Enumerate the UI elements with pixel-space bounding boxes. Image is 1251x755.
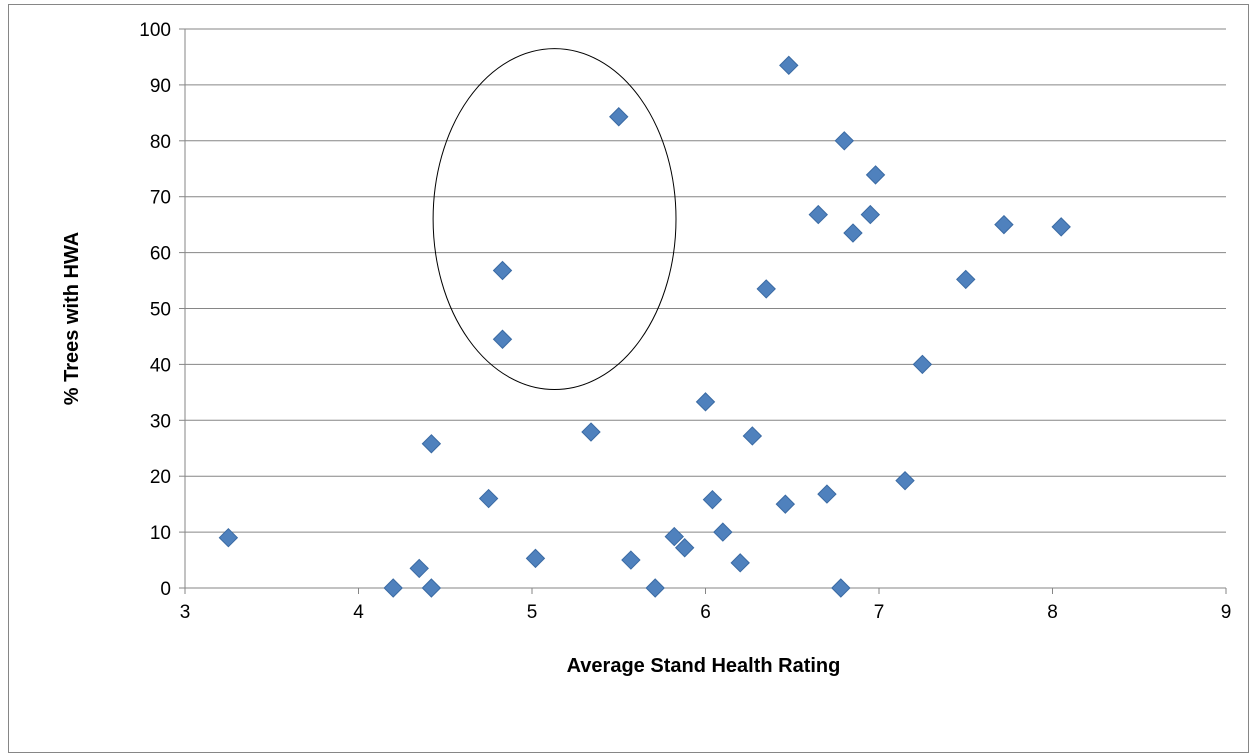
annotation-ellipse — [432, 48, 677, 391]
data-point — [756, 279, 776, 299]
data-point — [817, 484, 837, 504]
y-tick-label: 70 — [150, 188, 171, 209]
data-point — [645, 578, 665, 598]
data-point — [621, 550, 641, 570]
data-point — [808, 204, 828, 225]
data-point — [1051, 217, 1071, 237]
data-point — [895, 470, 915, 491]
y-tick-label: 20 — [150, 467, 171, 488]
data-point — [834, 131, 855, 151]
y-tick-label: 40 — [150, 355, 171, 376]
y-tick-label: 30 — [150, 411, 171, 432]
y-axis-title: % Trees with HWA — [61, 232, 83, 405]
data-point — [912, 354, 933, 375]
data-point — [478, 488, 499, 509]
x-tick-label: 5 — [527, 602, 538, 623]
data-point — [956, 269, 976, 290]
data-point — [674, 538, 695, 558]
data-point — [843, 223, 863, 243]
x-tick-label: 4 — [353, 602, 364, 623]
data-point — [994, 214, 1014, 235]
axes — [179, 28, 1227, 594]
y-tick-label: 10 — [150, 523, 171, 544]
data-point — [492, 329, 513, 349]
data-point — [218, 527, 239, 548]
x-tick-label: 8 — [1047, 602, 1058, 623]
data-point — [775, 494, 796, 514]
data-point — [664, 526, 684, 547]
data-point — [421, 578, 442, 598]
data-point — [409, 558, 429, 579]
data-point — [525, 548, 546, 569]
data-point — [713, 522, 733, 542]
data-point — [702, 489, 723, 510]
y-tick-label: 60 — [150, 244, 171, 265]
x-tick-labels: 3 4 5 6 7 8 9 — [180, 602, 1232, 623]
x-tick-label: 7 — [874, 602, 885, 623]
data-point — [831, 578, 851, 598]
x-axis-title: Average Stand Health Rating — [567, 655, 841, 677]
x-tick-label: 6 — [700, 602, 711, 623]
y-tick-label: 0 — [160, 579, 171, 600]
chart-frame — [8, 4, 1249, 753]
y-tick-label: 80 — [150, 132, 171, 153]
data-point — [860, 204, 881, 225]
data-point — [730, 553, 750, 573]
y-tick-labels: 0 10 20 30 40 50 60 70 80 90 100 — [139, 20, 171, 600]
y-tick-label: 50 — [150, 300, 171, 321]
data-point — [492, 260, 513, 281]
annotations — [432, 48, 677, 391]
data-points — [218, 55, 1071, 598]
data-point — [695, 392, 716, 412]
data-point — [865, 165, 886, 185]
data-point — [581, 422, 601, 442]
x-tick-label: 9 — [1221, 602, 1232, 623]
data-point — [383, 578, 403, 598]
y-tick-label: 100 — [139, 20, 171, 41]
data-point — [742, 426, 763, 446]
data-point — [779, 55, 799, 76]
x-tick-label: 3 — [180, 602, 191, 623]
data-point — [421, 434, 442, 454]
y-tick-label: 90 — [150, 76, 171, 97]
gridlines — [185, 28, 1226, 533]
data-point — [609, 107, 629, 127]
